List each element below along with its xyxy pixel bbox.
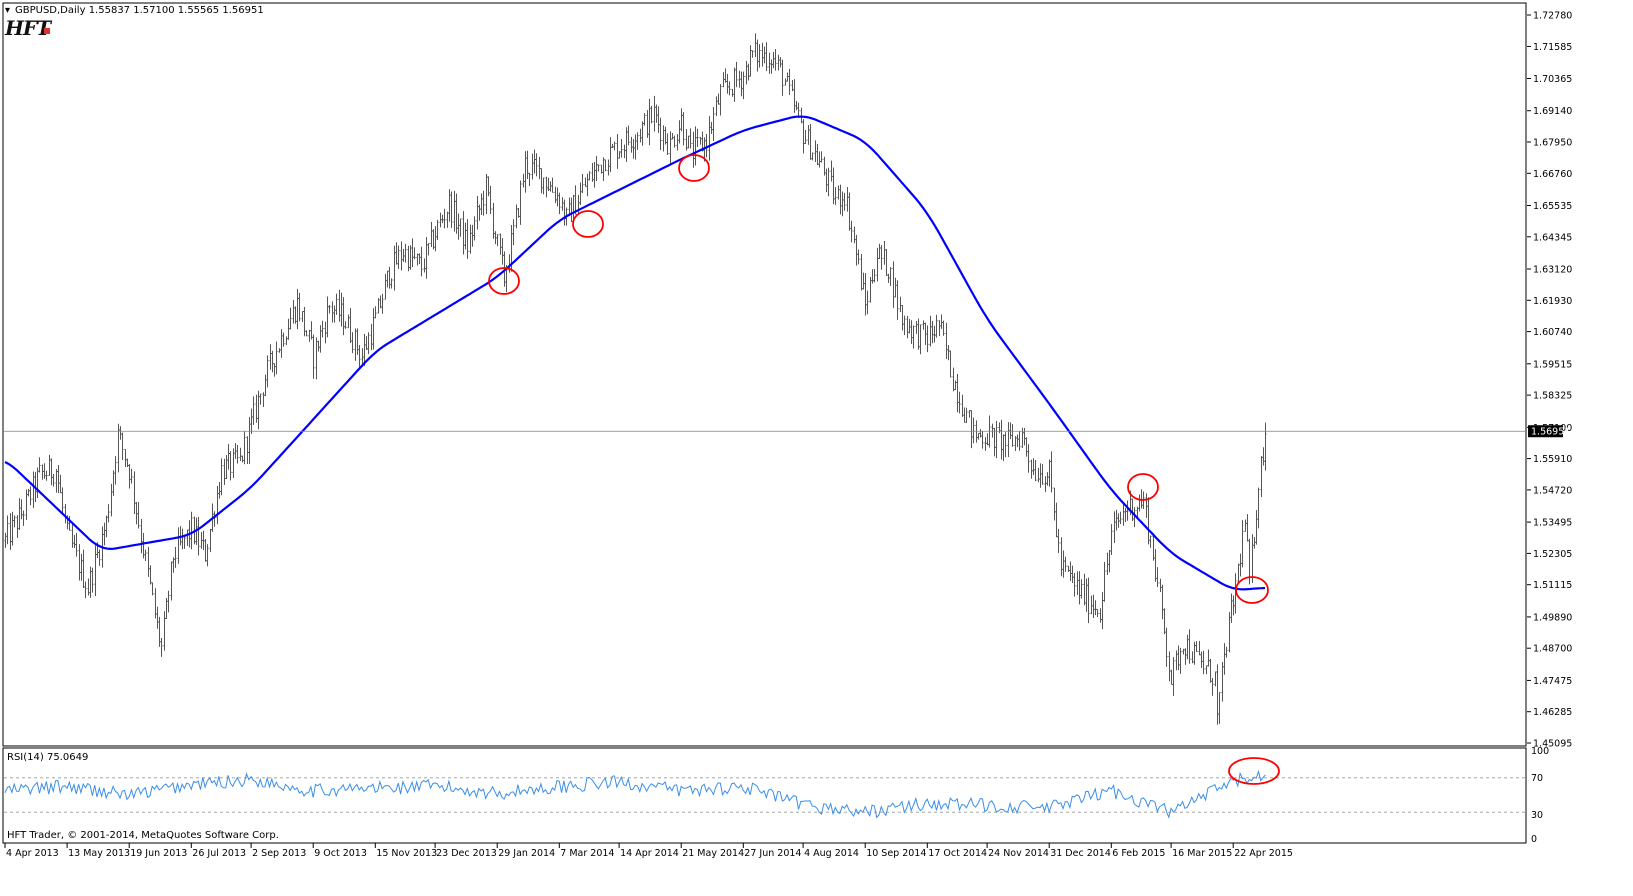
date-tick-label: 29 Jan 2014 xyxy=(498,848,555,859)
price-tick-label: 1.60740 xyxy=(1533,327,1572,338)
price-tick-label: 1.59515 xyxy=(1533,359,1572,370)
current-price-label: 1.56951 xyxy=(1531,427,1570,438)
annotation-circles xyxy=(488,154,1280,785)
date-tick-label: 21 May 2014 xyxy=(682,848,744,859)
price-tick-label: 1.61930 xyxy=(1533,296,1572,307)
copyright-text: HFT Trader, © 2001-2014, MetaQuotes Soft… xyxy=(7,830,279,841)
price-tick-label: 1.48700 xyxy=(1533,644,1572,655)
date-tick-label: 9 Oct 2013 xyxy=(314,848,367,859)
annotation-circle xyxy=(1228,757,1280,785)
price-tick-label: 1.54720 xyxy=(1533,485,1572,496)
date-tick-label: 22 Apr 2015 xyxy=(1234,848,1293,859)
price-tick-label: 1.51115 xyxy=(1533,580,1572,591)
rsi-level-30: 30 xyxy=(1531,810,1543,821)
rsi-level-70: 70 xyxy=(1531,773,1543,784)
brand-logo: HFT xyxy=(4,16,54,40)
moving-average-line xyxy=(4,115,1266,591)
rsi-panel[interactable] xyxy=(2,747,1527,844)
price-axis: 1.72780 1.71585 1.70365 1.69140 1.67950 1.667… xyxy=(1527,11,1572,750)
rsi-level-100: 100 xyxy=(1531,746,1549,757)
date-tick-label: 4 Aug 2014 xyxy=(804,848,859,859)
date-tick-label: 27 Jun 2014 xyxy=(744,848,801,859)
date-tick-label: 7 Mar 2014 xyxy=(560,848,614,859)
price-tick-label: 1.46285 xyxy=(1533,707,1572,718)
price-tick-label: 1.58325 xyxy=(1533,391,1572,402)
price-tick-label: 1.64345 xyxy=(1533,232,1572,243)
price-tick-label: 1.45095 xyxy=(1533,739,1572,750)
annotation-circle xyxy=(678,154,710,182)
annotation-circle xyxy=(1235,576,1269,604)
date-tick-label: 4 Apr 2013 xyxy=(6,848,59,859)
date-tick-label: 17 Oct 2014 xyxy=(928,848,987,859)
annotation-circle xyxy=(488,267,520,295)
price-tick-label: 1.52305 xyxy=(1533,549,1572,560)
price-tick-label: 1.72780 xyxy=(1533,11,1572,22)
price-tick-label: 1.55910 xyxy=(1533,454,1572,465)
rsi-levels xyxy=(4,777,1525,813)
annotation-circle xyxy=(1127,473,1159,501)
symbol-title: GBPUSD,Daily 1.55837 1.57100 1.55565 1.5… xyxy=(15,5,264,16)
price-tick-label: 1.71585 xyxy=(1533,42,1572,53)
price-tick-label: 1.65535 xyxy=(1533,201,1572,212)
date-tick-label: 6 Feb 2015 xyxy=(1112,848,1165,859)
ohlc-bars xyxy=(4,33,1267,725)
price-tick-label: 1.53495 xyxy=(1533,518,1572,529)
date-tick-label: 26 Jul 2013 xyxy=(192,848,246,859)
rsi-title: RSI(14) 75.0649 xyxy=(7,752,88,763)
rsi-level-0: 0 xyxy=(1531,834,1537,845)
dropdown-arrow-icon[interactable]: ▾ xyxy=(5,5,10,16)
date-tick-label: 16 Mar 2015 xyxy=(1172,848,1232,859)
date-axis: 4 Apr 2013 13 May 2013 19 Jun 2013 26 Jul 2… xyxy=(4,843,1293,859)
price-tick-label: 1.47475 xyxy=(1533,676,1572,687)
date-tick-label: 19 Jun 2013 xyxy=(130,848,187,859)
date-tick-label: 23 Dec 2013 xyxy=(436,848,497,859)
price-tick-label: 1.66760 xyxy=(1533,169,1572,180)
price-tick-label: 1.63120 xyxy=(1533,265,1572,276)
date-tick-label: 13 May 2013 xyxy=(68,848,130,859)
date-tick-label: 15 Nov 2013 xyxy=(376,848,437,859)
date-tick-label: 14 Apr 2014 xyxy=(620,848,679,859)
price-tick-label: 1.49890 xyxy=(1533,612,1572,623)
current-price-box xyxy=(1528,425,1563,438)
rsi-line xyxy=(4,769,1266,819)
price-tick-label: 1.69140 xyxy=(1533,106,1572,117)
annotation-circle xyxy=(572,210,604,238)
date-tick-label: 10 Sep 2014 xyxy=(866,848,926,859)
price-panel[interactable] xyxy=(2,2,1527,747)
date-tick-label: 24 Nov 2014 xyxy=(988,848,1049,859)
price-tick-label: 1.70365 xyxy=(1533,74,1572,85)
date-tick-label: 31 Dec 2014 xyxy=(1050,848,1111,859)
date-tick-label: 2 Sep 2013 xyxy=(252,848,306,859)
price-tick-label: 1.67950 xyxy=(1533,138,1572,149)
